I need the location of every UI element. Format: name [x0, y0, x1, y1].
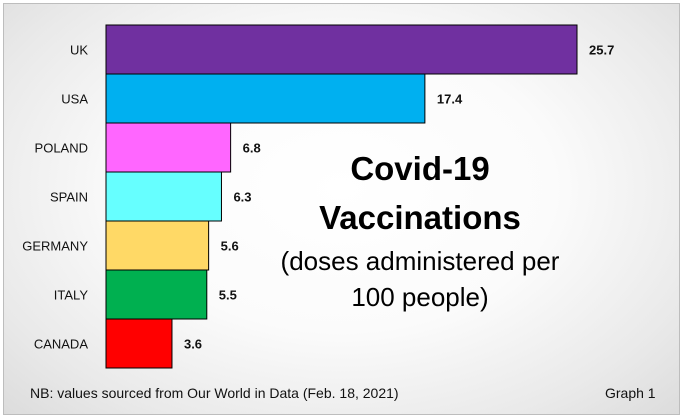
graph-number-label: Graph 1	[605, 385, 656, 401]
value-label-usa: 17.4	[437, 92, 463, 107]
bar-poland	[105, 122, 232, 173]
value-label-uk: 25.7	[589, 43, 614, 58]
category-label-spain: SPAIN	[50, 190, 88, 205]
value-label-poland: 6.8	[243, 141, 261, 156]
footnote: NB: values sourced from Our World in Dat…	[30, 385, 399, 401]
category-label-usa: USA	[61, 92, 88, 107]
value-label-canada: 3.6	[184, 337, 202, 352]
chart-subtitle-line-1: (doses administered per	[281, 246, 560, 276]
value-label-germany: 5.6	[221, 239, 239, 254]
bar-usa	[105, 73, 426, 124]
bar-canada	[105, 318, 173, 369]
category-label-canada: CANADA	[34, 337, 89, 352]
chart-title-line-2: Vaccinations	[319, 199, 521, 236]
bar-germany	[105, 220, 210, 271]
bar-spain	[105, 171, 222, 222]
category-label-uk: UK	[70, 43, 88, 58]
bar-italy	[105, 269, 208, 320]
value-label-italy: 5.5	[219, 288, 237, 303]
category-label-germany: GERMANY	[22, 239, 88, 254]
chart-subtitle-line-2: 100 people)	[351, 282, 488, 312]
category-label-italy: ITALY	[54, 288, 89, 303]
category-label-poland: POLAND	[35, 141, 88, 156]
chart-title-line-1: Covid-19	[350, 150, 489, 187]
bar-uk	[105, 24, 578, 75]
value-label-spain: 6.3	[233, 190, 251, 205]
